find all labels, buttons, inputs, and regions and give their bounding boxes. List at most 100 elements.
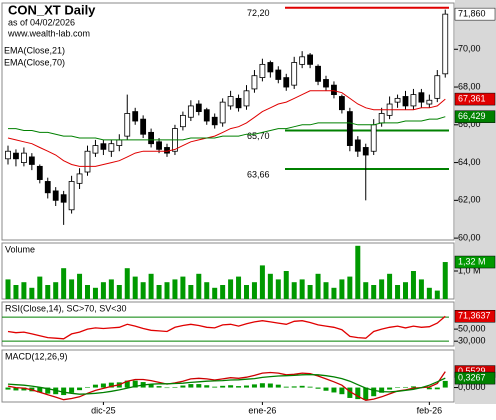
bar (307, 386, 313, 388)
bar (363, 387, 369, 400)
bar (37, 387, 43, 393)
candle-body (36, 165, 43, 180)
bar (323, 387, 329, 391)
bar (21, 282, 27, 299)
series-line (8, 116, 446, 141)
candle-body (370, 124, 377, 152)
candle-body (5, 150, 11, 160)
bar (251, 282, 257, 299)
bar (148, 273, 154, 299)
candle-body (179, 114, 186, 128)
bar (315, 273, 321, 299)
bar (108, 279, 114, 299)
y-tick-label: 64,00 (458, 157, 481, 167)
bar (5, 279, 11, 299)
value-box (454, 309, 496, 323)
chart-title: CON_XT Daily (8, 2, 96, 17)
chart-source: www.wealth-lab.com (7, 28, 90, 38)
x-tick-label: dic-25 (91, 405, 116, 415)
bar (100, 282, 106, 299)
candle-body (267, 62, 274, 73)
level-label: 72,20 (247, 8, 270, 18)
candle-body (235, 97, 242, 109)
bar (69, 279, 75, 299)
candle-body (68, 181, 75, 211)
bar (132, 380, 138, 388)
bar (156, 386, 162, 388)
bar (267, 273, 273, 299)
bar (212, 287, 218, 299)
candle-body (195, 103, 202, 112)
candle-body (108, 143, 115, 152)
value-box (454, 7, 496, 21)
candle-body (100, 143, 107, 150)
y-tick-label: 70,00 (458, 44, 481, 54)
bar (355, 245, 361, 299)
candle-body (227, 96, 234, 107)
bar (275, 384, 281, 388)
bar (29, 287, 35, 299)
bar (299, 279, 305, 299)
bar (275, 279, 281, 299)
y-tick-label: 66,00 (458, 119, 481, 129)
bar (124, 268, 130, 299)
bar (180, 385, 186, 388)
candle-body (307, 54, 314, 65)
bar (148, 384, 154, 388)
bar (85, 386, 90, 388)
bar (387, 273, 393, 299)
candle-body (28, 156, 35, 165)
bar (339, 387, 345, 395)
bar (92, 384, 98, 388)
series-line (7, 371, 446, 401)
candle-body (299, 56, 306, 65)
bar (363, 282, 369, 299)
bar (339, 279, 345, 299)
candle-body (219, 101, 226, 124)
candle-body (76, 173, 83, 184)
bar (347, 276, 353, 299)
bar (323, 282, 329, 299)
candle-body (92, 145, 99, 154)
value-box-label: 0,5529 (458, 366, 486, 376)
y-tick-label: 30,000 (458, 336, 486, 346)
bar (61, 268, 67, 299)
value-box (454, 255, 496, 269)
candle-body (418, 92, 425, 103)
candle-body (116, 139, 123, 146)
bar (228, 279, 234, 299)
bar (307, 285, 313, 299)
bar (442, 262, 448, 299)
candle-body (323, 79, 329, 88)
bar (228, 385, 234, 388)
candle-body (434, 75, 441, 99)
candle-body (291, 62, 298, 86)
bar (379, 387, 385, 393)
panel-title: Volume (5, 244, 35, 254)
candle-body (346, 111, 353, 146)
series-line (7, 315, 446, 340)
value-box-label: 1,32 M (458, 256, 486, 266)
bar (92, 287, 98, 299)
right-axis-band (455, 0, 496, 404)
candle-body (331, 84, 337, 95)
bar (188, 384, 194, 388)
candle-body (124, 113, 131, 137)
value-box (454, 92, 496, 106)
y-tick-label: 0,0000 (458, 382, 486, 392)
bar (172, 279, 178, 299)
candle-body (442, 13, 449, 75)
candle-body (44, 181, 51, 194)
bar (108, 382, 114, 388)
bar (196, 384, 202, 388)
series-line (7, 90, 446, 167)
candle-body (315, 65, 321, 82)
candle-body (275, 69, 282, 80)
candle-body (148, 131, 155, 145)
bar (244, 285, 249, 299)
y-tick-label: 62,00 (458, 195, 481, 205)
bar (124, 380, 130, 388)
candle-body (362, 147, 369, 156)
bar (291, 282, 297, 299)
